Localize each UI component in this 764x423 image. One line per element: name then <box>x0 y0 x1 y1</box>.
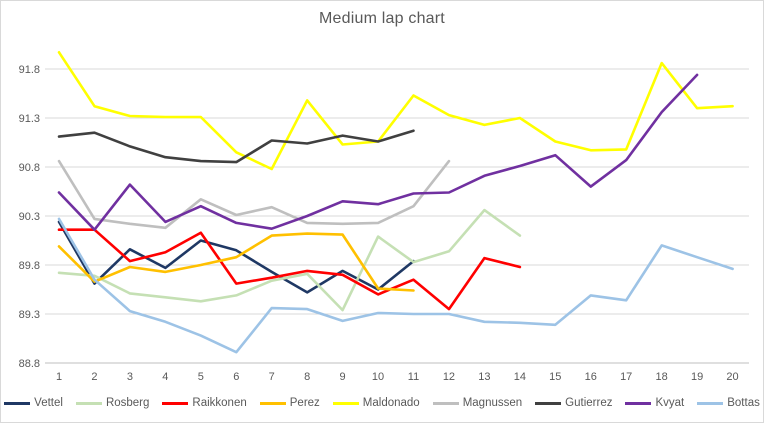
chart-legend: Vettel Rosberg Raikkonen Perez Maldonado Magn… <box>1 397 763 409</box>
y-axis-tick-label: 90.3 <box>19 211 40 223</box>
legend-item-perez: Perez <box>259 397 320 409</box>
x-axis-tick-label: 20 <box>726 371 738 383</box>
y-axis-tick-label: 90.8 <box>19 162 40 174</box>
legend-item-gutierrez: Gutierrez <box>535 397 612 409</box>
x-axis-tick-label: 18 <box>656 371 668 383</box>
y-axis-tick-label: 91.8 <box>19 64 40 76</box>
series-line-maldonado <box>57 50 734 171</box>
legend-label: Rosberg <box>105 397 150 409</box>
x-axis-tick-label: 1 <box>56 371 62 383</box>
legend-line-swatch <box>75 401 102 405</box>
series-line-kvyat <box>57 73 699 231</box>
y-axis-tick-label: 89.8 <box>19 260 40 272</box>
x-axis-tick-label: 4 <box>162 371 168 383</box>
legend-line-swatch <box>625 401 652 405</box>
legend-item-rosberg: Rosberg <box>75 397 150 409</box>
series-line-raikkonen <box>57 228 522 311</box>
legend-line-swatch <box>332 401 359 405</box>
legend-label: Maldonado <box>362 397 420 409</box>
x-axis-tick-label: 15 <box>549 371 561 383</box>
x-axis-tick-label: 11 <box>408 371 419 383</box>
legend-line-swatch <box>4 401 31 405</box>
legend-line-swatch <box>432 401 459 405</box>
legend-line-swatch <box>697 401 724 405</box>
legend-label: Magnussen <box>462 397 523 409</box>
legend-item-kvyat: Kvyat <box>625 397 684 409</box>
series-line-gutierrez <box>57 129 415 164</box>
legend-label: Bottas <box>727 397 760 409</box>
y-axis-tick-label: 88.8 <box>19 358 40 370</box>
x-axis-tick-label: 17 <box>620 371 632 383</box>
series-line-magnussen <box>57 159 451 230</box>
chart-title: Medium lap chart <box>319 10 445 27</box>
legend-line-swatch <box>162 401 189 405</box>
legend-item-bottas: Bottas <box>697 397 760 409</box>
x-axis-tick-label: 16 <box>585 371 597 383</box>
x-axis-tick-label: 3 <box>127 371 133 383</box>
x-axis-tick-label: 2 <box>91 371 97 383</box>
x-axis-tick-label: 19 <box>691 371 703 383</box>
x-axis-tick-label: 10 <box>372 371 384 383</box>
series-line-vettel <box>57 220 415 294</box>
series-line-perez <box>57 232 415 292</box>
x-axis-tick-label: 14 <box>514 371 526 383</box>
y-axis-tick-label: 91.3 <box>19 113 40 125</box>
legend-item-magnussen: Magnussen <box>432 397 523 409</box>
legend-label: Vettel <box>34 397 63 409</box>
x-axis-tick-label: 12 <box>443 371 455 383</box>
legend-label: Perez <box>289 397 320 409</box>
x-axis-tick-label: 8 <box>304 371 310 383</box>
legend-line-swatch <box>535 401 562 405</box>
legend-label: Raikkonen <box>192 397 247 409</box>
x-axis-tick-label: 6 <box>233 371 239 383</box>
x-axis-tick-label: 5 <box>198 371 204 383</box>
legend-line-swatch <box>259 401 286 405</box>
legend-item-raikkonen: Raikkonen <box>162 397 247 409</box>
y-axis-tick-label: 89.3 <box>19 309 40 321</box>
series-line-bottas <box>57 217 734 354</box>
x-axis-tick-label: 13 <box>478 371 490 383</box>
legend-label: Gutierrez <box>565 397 613 409</box>
legend-label: Kvyat <box>655 397 685 409</box>
series-line-rosberg <box>57 208 522 312</box>
x-axis-tick-label: 9 <box>340 371 346 383</box>
legend-item-maldonado: Maldonado <box>332 397 420 409</box>
legend-item-vettel: Vettel <box>4 397 63 409</box>
x-axis-tick-label: 7 <box>269 371 275 383</box>
